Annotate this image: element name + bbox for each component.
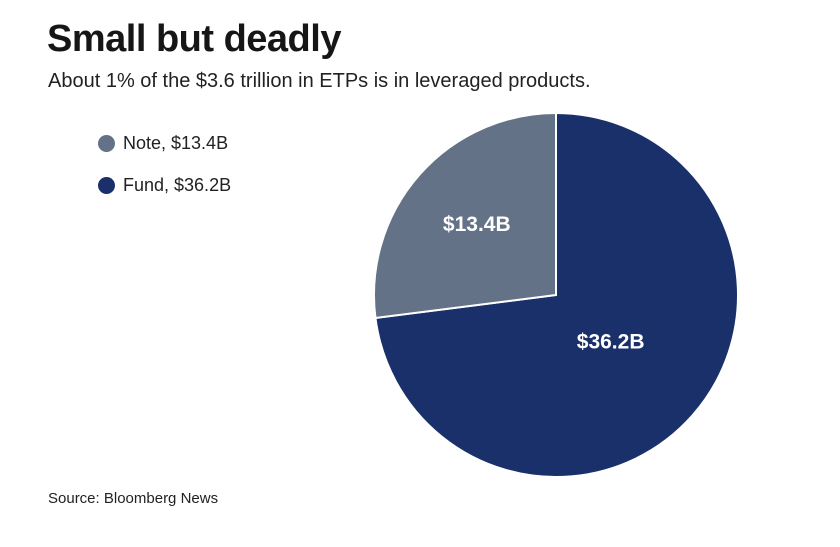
pie-slice-note — [373, 111, 557, 320]
legend-item-note: Note, $13.4B — [98, 128, 231, 158]
legend-swatch-note — [98, 134, 115, 152]
chart-title: Small but deadly — [47, 18, 341, 60]
source-note: Source: Bloomberg News — [48, 490, 219, 507]
legend-label-fund: Fund, $36.2B — [123, 174, 232, 195]
legend: Note, $13.4B Fund, $36.2B — [98, 128, 231, 200]
slice-label-fund: $36.2B — [577, 331, 645, 354]
legend-label-note: Note, $13.4B — [123, 132, 229, 153]
legend-item-fund: Fund, $36.2B — [98, 170, 231, 200]
legend-swatch-fund — [98, 176, 115, 194]
chart-subtitle: About 1% of the $3.6 trillion in ETPs is… — [48, 70, 591, 92]
slice-label-note: $13.4B — [443, 213, 511, 236]
